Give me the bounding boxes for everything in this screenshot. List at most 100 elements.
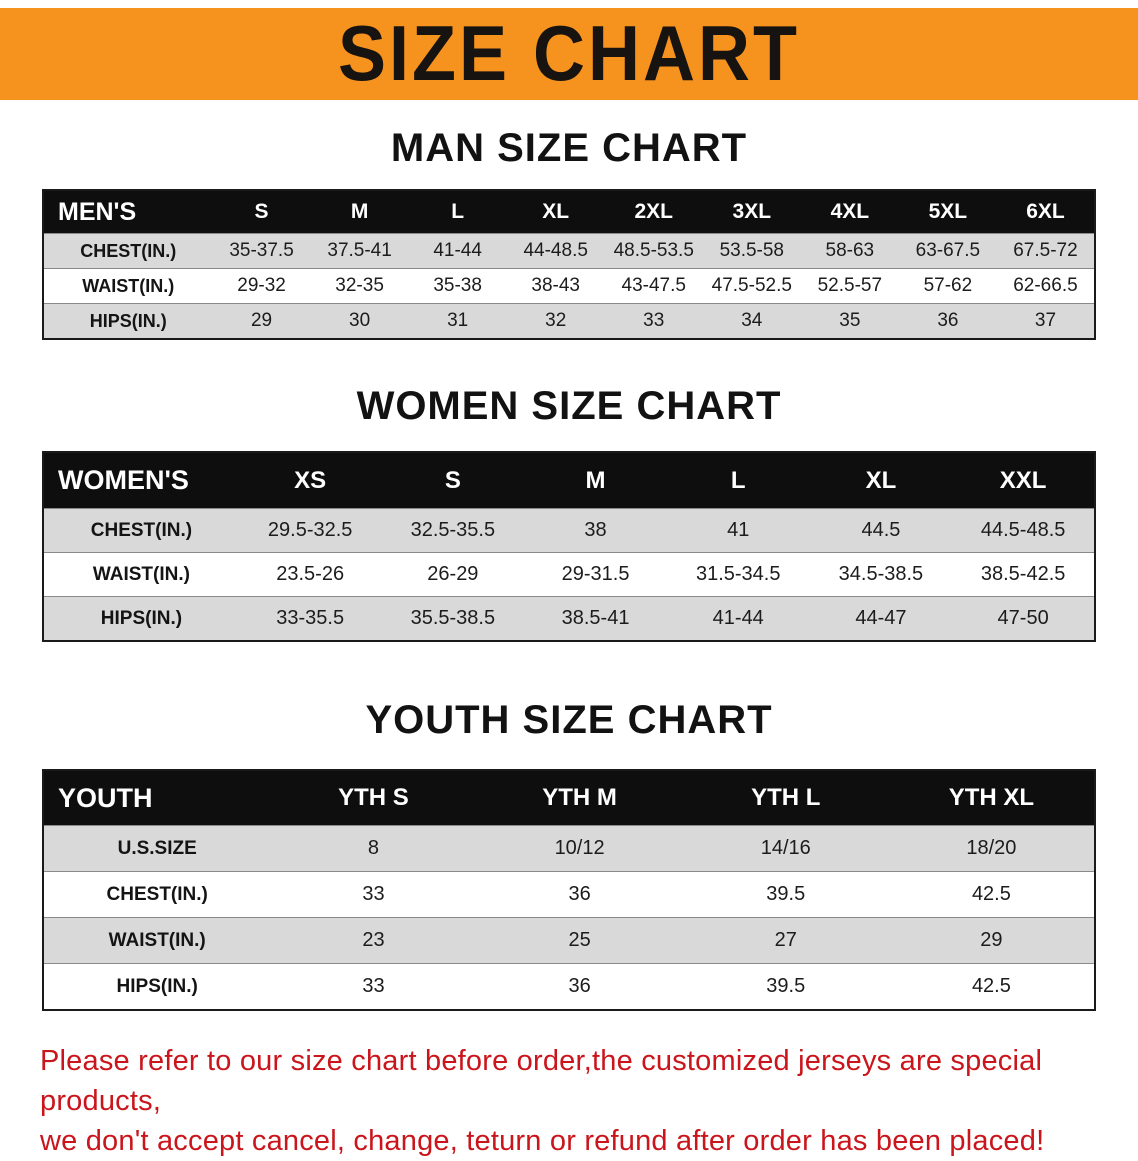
size-value-cell: 63-67.5 xyxy=(898,233,997,269)
row-label-cell: CHEST(IN.) xyxy=(43,508,239,553)
size-column-header: 6XL xyxy=(996,190,1095,234)
row-label-cell: HIPS(IN.) xyxy=(43,963,271,1010)
size-column-header: YTH M xyxy=(476,770,683,826)
size-value-cell: 25 xyxy=(476,917,683,964)
size-value-cell: 27 xyxy=(682,917,889,964)
size-value-cell: 31.5-34.5 xyxy=(666,552,810,597)
men-section-heading: MAN SIZE CHART xyxy=(390,126,748,170)
table-header-row: YOUTH YTH S YTH M YTH L YTH XL xyxy=(43,770,1095,826)
size-value-cell: 39.5 xyxy=(682,871,889,918)
size-value-cell: 36 xyxy=(898,303,997,339)
size-column-header: XL xyxy=(506,190,605,234)
size-value-cell: 44.5-48.5 xyxy=(952,508,1095,553)
size-value-cell: 10/12 xyxy=(476,825,683,872)
size-column-header: M xyxy=(310,190,409,234)
size-column-header: 3XL xyxy=(702,190,801,234)
row-label-cell: WAIST(IN.) xyxy=(43,917,271,964)
size-value-cell: 35 xyxy=(800,303,899,339)
size-value-cell: 44.5 xyxy=(809,508,953,553)
size-value-cell: 41-44 xyxy=(408,233,507,269)
size-value-cell: 35-37.5 xyxy=(212,233,311,269)
size-value-cell: 42.5 xyxy=(888,963,1095,1010)
youth-section-heading: YOUTH SIZE CHART xyxy=(365,698,773,742)
banner-title: SIZE CHART xyxy=(338,10,800,98)
size-column-header: XS xyxy=(238,452,382,509)
size-value-cell: 29-31.5 xyxy=(524,552,667,597)
row-label-cell: WAIST(IN.) xyxy=(43,268,213,304)
size-column-header: S xyxy=(381,452,525,509)
size-value-cell: 18/20 xyxy=(888,825,1095,872)
table-row: CHEST(IN.) 35-37.5 37.5-41 41-44 44-48.5 48.5… xyxy=(43,233,1095,269)
youth-size-section: YOUTH SIZE CHART YOUTH YTH S YTH M YTH L YTH… xyxy=(0,698,1138,1011)
row-label-cell: HIPS(IN.) xyxy=(43,303,213,339)
size-value-cell: 47.5-52.5 xyxy=(702,268,801,304)
size-value-cell: 23.5-26 xyxy=(238,552,382,597)
size-value-cell: 32 xyxy=(506,303,605,339)
size-column-header: 2XL xyxy=(604,190,703,234)
size-value-cell: 33-35.5 xyxy=(238,596,382,641)
men-size-section: MAN SIZE CHART MEN'S S M L XL 2XL 3XL 4XL 5XL 6XL… xyxy=(0,126,1138,340)
size-value-cell: 33 xyxy=(270,871,477,918)
table-row: HIPS(IN.) 33-35.5 35.5-38.5 38.5-41 41-44 44-… xyxy=(43,596,1095,641)
size-value-cell: 41 xyxy=(666,508,810,553)
youth-size-table: YOUTH YTH S YTH M YTH L YTH XL U.S.SIZE 8 10/12… xyxy=(42,769,1096,1011)
size-chart-banner: SIZE CHART xyxy=(0,8,1138,100)
row-label-cell: CHEST(IN.) xyxy=(43,871,271,918)
size-column-header: YTH XL xyxy=(888,770,1095,826)
table-corner-header: YOUTH xyxy=(43,770,271,826)
size-value-cell: 29-32 xyxy=(212,268,311,304)
size-value-cell: 36 xyxy=(476,871,683,918)
table-header-row: WOMEN'S XS S M L XL XXL xyxy=(43,452,1095,509)
table-row: WAIST(IN.) 23 25 27 29 xyxy=(43,917,1095,964)
table-corner-header: MEN'S xyxy=(43,190,213,234)
size-value-cell: 37.5-41 xyxy=(310,233,409,269)
size-value-cell: 23 xyxy=(270,917,477,964)
size-value-cell: 32-35 xyxy=(310,268,409,304)
women-size-table: WOMEN'S XS S M L XL XXL CHEST(IN.) 29.5-32.5 32.5… xyxy=(42,451,1096,642)
size-value-cell: 47-50 xyxy=(952,596,1095,641)
size-column-header: 5XL xyxy=(898,190,997,234)
size-column-header: S xyxy=(212,190,311,234)
size-value-cell: 44-48.5 xyxy=(506,233,605,269)
size-value-cell: 44-47 xyxy=(809,596,953,641)
size-value-cell: 38 xyxy=(524,508,667,553)
table-row: WAIST(IN.) 29-32 32-35 35-38 38-43 43-47.5 47.… xyxy=(43,268,1095,304)
table-row: HIPS(IN.) 33 36 39.5 42.5 xyxy=(43,963,1095,1010)
table-row: WAIST(IN.) 23.5-26 26-29 29-31.5 31.5-34.5 34… xyxy=(43,552,1095,597)
table-row: CHEST(IN.) 29.5-32.5 32.5-35.5 38 41 44.5 44.5… xyxy=(43,508,1095,553)
size-value-cell: 39.5 xyxy=(682,963,889,1010)
size-value-cell: 26-29 xyxy=(381,552,525,597)
size-column-header: L xyxy=(666,452,810,509)
size-column-header: L xyxy=(408,190,507,234)
size-value-cell: 33 xyxy=(270,963,477,1010)
size-value-cell: 29.5-32.5 xyxy=(238,508,382,553)
size-value-cell: 57-62 xyxy=(898,268,997,304)
size-value-cell: 29 xyxy=(888,917,1095,964)
women-size-section: WOMEN SIZE CHART WOMEN'S XS S M L XL XXL CHEST(… xyxy=(0,384,1138,642)
size-value-cell: 58-63 xyxy=(800,233,899,269)
size-value-cell: 38-43 xyxy=(506,268,605,304)
table-row: HIPS(IN.) 29 30 31 32 33 34 35 36 37 xyxy=(43,303,1095,339)
row-label-cell: U.S.SIZE xyxy=(43,825,271,872)
size-value-cell: 42.5 xyxy=(888,871,1095,918)
size-column-header: XL xyxy=(809,452,953,509)
row-label-cell: WAIST(IN.) xyxy=(43,552,239,597)
size-value-cell: 33 xyxy=(604,303,703,339)
size-column-header: XXL xyxy=(952,452,1095,509)
size-value-cell: 29 xyxy=(212,303,311,339)
table-corner-header: WOMEN'S xyxy=(43,452,239,509)
size-value-cell: 48.5-53.5 xyxy=(604,233,703,269)
size-column-header: YTH S xyxy=(270,770,477,826)
size-value-cell: 37 xyxy=(996,303,1095,339)
table-row: U.S.SIZE 8 10/12 14/16 18/20 xyxy=(43,825,1095,872)
size-value-cell: 8 xyxy=(270,825,477,872)
size-column-header: 4XL xyxy=(800,190,899,234)
disclaimer-line-2: we don't accept cancel, change, teturn o… xyxy=(40,1125,1045,1158)
size-value-cell: 36 xyxy=(476,963,683,1010)
size-value-cell: 30 xyxy=(310,303,409,339)
table-header-row: MEN'S S M L XL 2XL 3XL 4XL 5XL 6XL xyxy=(43,190,1095,234)
size-column-header: YTH L xyxy=(682,770,889,826)
size-column-header: M xyxy=(524,452,667,509)
women-section-heading: WOMEN SIZE CHART xyxy=(356,384,782,428)
size-value-cell: 62-66.5 xyxy=(996,268,1095,304)
